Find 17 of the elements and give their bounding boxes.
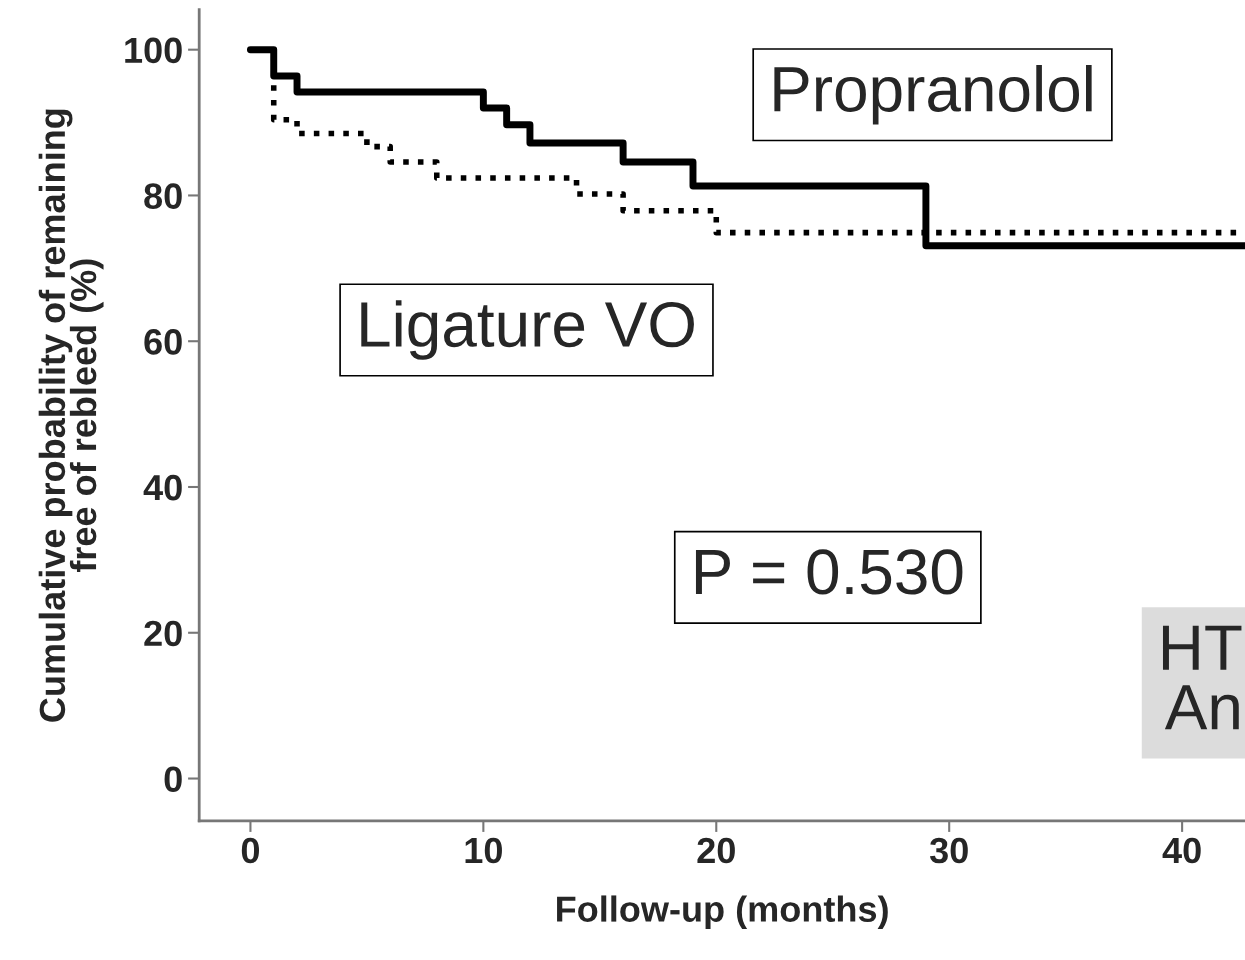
x-tick-label: 40	[1162, 837, 1201, 864]
x-tick-label: 10	[465, 837, 502, 864]
series-label: Propranolol	[774, 65, 1092, 125]
y-tick-label: 20	[144, 620, 182, 647]
y-tick-label: 40	[143, 474, 182, 501]
x-tick-label: 20	[697, 837, 735, 864]
x-axis-title: Follow-up (months)	[557, 895, 888, 930]
annotation: P = 0.530	[695, 549, 963, 595]
annotation: HT An	[1162, 625, 1242, 730]
y-tick-label: 60	[144, 329, 182, 355]
x-tick-label: 30	[929, 837, 968, 864]
y-axis-title: Cumulative probability of remaining free of rebleed (%)	[38, 109, 104, 722]
x-tick-label: 0	[241, 837, 259, 864]
y-tick-label: 0	[164, 766, 182, 792]
y-tick-label: 80	[144, 183, 182, 209]
series-label: Ligature VO	[361, 300, 694, 360]
y-tick-label: 100	[125, 37, 182, 64]
